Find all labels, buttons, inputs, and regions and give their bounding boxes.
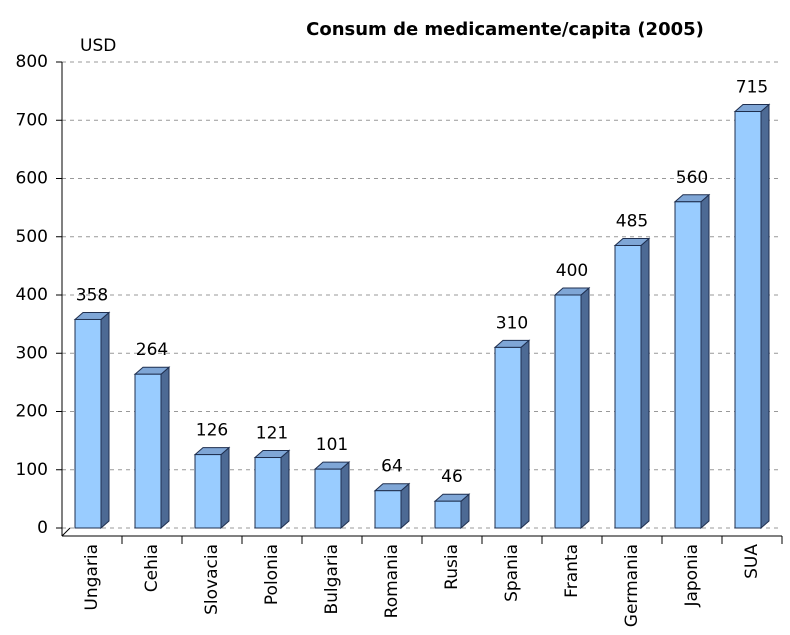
chart-title: Consum de medicamente/capita (2005) xyxy=(306,19,704,40)
x-tick-label: Slovacia xyxy=(202,544,222,615)
y-tick-label: 200 xyxy=(16,402,48,422)
value-label: 46 xyxy=(441,467,463,487)
x-tick-label: SUA xyxy=(742,544,762,579)
x-tick-label: Bulgaria xyxy=(322,544,342,615)
x-tick-label: Spania xyxy=(502,544,522,602)
y-tick-label: 100 xyxy=(16,460,48,480)
value-label: 101 xyxy=(316,435,348,455)
bar xyxy=(74,318,102,529)
bar xyxy=(674,201,702,529)
y-axis-label: USD xyxy=(80,36,116,56)
y-tick-label: 400 xyxy=(16,285,48,305)
bar xyxy=(614,244,642,529)
value-label: 264 xyxy=(136,340,168,360)
x-tick-label: Polonia xyxy=(262,544,282,605)
bar-side xyxy=(400,482,410,530)
y-tick-label: 500 xyxy=(16,227,48,247)
bar xyxy=(134,373,162,529)
x-tick-label: Cehia xyxy=(142,544,162,592)
x-tick-label: Franta xyxy=(562,544,582,598)
bar xyxy=(434,500,462,529)
bar xyxy=(314,468,342,529)
bar-side xyxy=(640,237,650,530)
bar xyxy=(734,111,762,529)
y-tick-label: 0 xyxy=(37,518,48,538)
bar xyxy=(194,454,222,529)
value-label: 560 xyxy=(676,168,708,188)
value-label: 310 xyxy=(496,313,528,333)
bar-side xyxy=(100,311,110,530)
value-label: 121 xyxy=(256,424,288,444)
y-tick-label: 800 xyxy=(16,52,48,72)
bar xyxy=(494,346,522,529)
bar-side xyxy=(340,461,350,530)
x-tick-label: Rusia xyxy=(442,544,462,590)
bar-side xyxy=(700,193,710,530)
bar xyxy=(554,294,582,529)
bar-side xyxy=(580,286,590,530)
bar xyxy=(374,490,402,529)
value-label: 715 xyxy=(736,78,768,98)
bar-side xyxy=(280,449,290,530)
value-label: 358 xyxy=(76,285,108,305)
bar-side xyxy=(760,103,770,530)
bar xyxy=(254,457,282,529)
y-tick-label: 600 xyxy=(16,169,48,189)
value-label: 126 xyxy=(196,421,228,441)
value-label: 64 xyxy=(381,457,403,477)
value-label: 485 xyxy=(616,211,648,231)
value-label: 400 xyxy=(556,261,588,281)
bar-side xyxy=(220,446,230,530)
x-tick-label: Romania xyxy=(382,544,402,618)
x-tick-label: Germania xyxy=(622,544,642,627)
bar-side xyxy=(520,339,530,530)
floor-edge xyxy=(61,527,71,537)
x-tick-label: Ungaria xyxy=(82,544,102,611)
bar-side xyxy=(160,366,170,530)
y-tick-label: 700 xyxy=(16,110,48,130)
x-tick-label: Japonia xyxy=(682,544,702,608)
y-tick-label: 300 xyxy=(16,343,48,363)
